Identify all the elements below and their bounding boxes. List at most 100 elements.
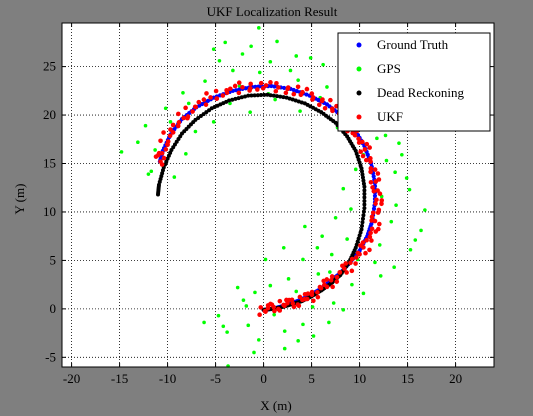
ukf-point (334, 279, 340, 284)
ukf-point (360, 139, 365, 145)
dead-reckoning-point (362, 188, 367, 193)
x-tick-label: -20 (63, 371, 80, 386)
gps-point (325, 85, 329, 89)
gps-point (310, 305, 315, 309)
ukf-point (263, 83, 269, 88)
ukf-point (183, 105, 188, 111)
ukf-point (369, 218, 374, 223)
gps-point (350, 282, 354, 287)
gps-point (153, 148, 157, 152)
ukf-point (370, 210, 376, 216)
gps-point (282, 329, 287, 333)
ukf-point (283, 90, 289, 96)
ukf-point (277, 298, 283, 304)
ukf-point (240, 84, 245, 90)
ukf-point (318, 285, 324, 291)
ukf-point (311, 298, 316, 304)
dead-reckoning-point (239, 95, 244, 100)
ukf-point (369, 214, 375, 220)
gps-point (321, 62, 325, 67)
ukf-point (375, 171, 381, 176)
gps-point (341, 186, 346, 191)
gps-point (217, 58, 222, 63)
gps-point (223, 40, 227, 45)
ukf-point (257, 312, 262, 317)
ukf-point (356, 136, 361, 142)
ukf-point (370, 185, 375, 190)
gps-point (146, 172, 151, 176)
ukf-point (258, 80, 264, 86)
ukf-point (328, 277, 334, 283)
gps-point (186, 101, 191, 106)
ukf-point (322, 105, 328, 111)
ukf-point (349, 256, 355, 262)
dead-reckoning-point (156, 192, 160, 197)
ukf-point (324, 277, 330, 282)
y-tick-label: -5 (45, 349, 56, 364)
dead-reckoning-point (262, 92, 267, 97)
ukf-point (367, 247, 372, 253)
ukf-point (248, 86, 253, 91)
ground-truth-point (294, 89, 299, 94)
ukf-point (379, 201, 384, 207)
gps-point (329, 252, 334, 257)
gps-point (294, 289, 299, 294)
ukf-point (176, 111, 181, 117)
ukf-point (330, 108, 335, 114)
ukf-point (368, 179, 374, 185)
plot-frame (61, 22, 495, 368)
dead-reckoning-point (360, 223, 364, 228)
gps-point (119, 150, 124, 154)
ukf-point (379, 198, 385, 203)
ukf-point (159, 162, 165, 167)
dead-reckoning-point (362, 198, 367, 203)
y-tick-label: 15 (43, 156, 56, 171)
ground-truth-point (281, 85, 287, 91)
ukf-point (196, 99, 202, 105)
ground-truth-point (291, 87, 296, 93)
gps-point (394, 203, 398, 207)
ukf-point (304, 86, 310, 92)
dead-reckoning-point (275, 94, 280, 99)
dead-reckoning-point (355, 239, 360, 244)
gps-point (172, 175, 177, 179)
dead-reckoning-point (361, 181, 366, 186)
ukf-point (201, 97, 207, 102)
ukf-point (236, 90, 242, 96)
dead-reckoning-point (268, 93, 273, 98)
legend-box (337, 32, 491, 132)
gps-point (407, 187, 412, 192)
dead-reckoning-point (293, 98, 298, 103)
dead-reckoning-point (296, 99, 301, 104)
ground-truth-point (372, 193, 378, 198)
ukf-point (274, 80, 279, 86)
gps-point (168, 120, 173, 124)
ukf-point (153, 154, 159, 159)
gps-point (231, 68, 235, 73)
ukf-point (193, 104, 198, 110)
gps-point (163, 106, 168, 111)
dead-reckoning-point (362, 206, 367, 211)
gps-point (413, 238, 418, 242)
gps-point (281, 246, 286, 250)
gps-point (400, 152, 404, 157)
gps-point (320, 234, 324, 238)
gps-point (216, 313, 221, 318)
ukf-point (315, 294, 321, 300)
ukf-point (170, 130, 176, 135)
gps-point (331, 301, 336, 305)
ukf-point (329, 274, 335, 279)
ukf-point (328, 97, 333, 103)
gps-point (404, 176, 409, 180)
gps-point (252, 350, 256, 355)
gps-point (257, 70, 262, 75)
gps-point (203, 79, 207, 83)
gps-point (294, 54, 299, 58)
legend-label: GPS (377, 61, 401, 76)
ukf-point (368, 159, 373, 164)
ukf-point (372, 167, 378, 172)
series-ukf (153, 80, 385, 317)
gps-point (257, 26, 261, 30)
ukf-point (367, 234, 373, 240)
ukf-point (232, 83, 238, 89)
